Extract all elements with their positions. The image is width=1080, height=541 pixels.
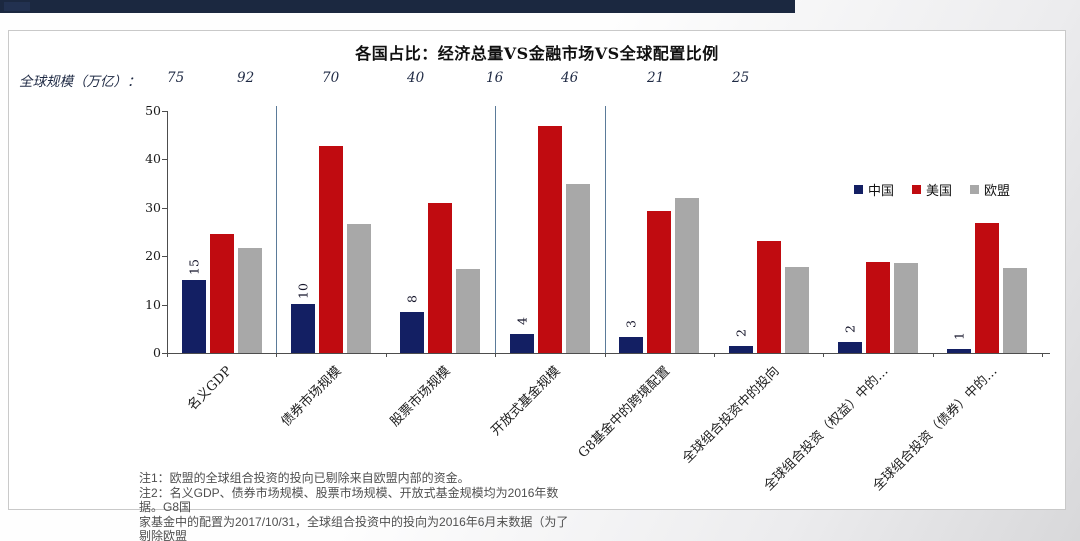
global-scale-value: 70 (322, 70, 340, 86)
y-axis-tick-mark (162, 207, 167, 209)
section-separator-line (276, 106, 278, 353)
bar-美国-1 (319, 146, 344, 353)
global-scale-value: 92 (237, 70, 255, 86)
bar-中国-4 (619, 336, 644, 353)
bar-中国-2 (400, 312, 425, 353)
bar-美国-6 (865, 262, 890, 353)
global-scale-value: 25 (732, 70, 750, 86)
bar-value-label: 2 (842, 324, 858, 333)
bar-中国-5 (728, 345, 753, 353)
y-axis-tick-mark (162, 304, 167, 306)
bar-美国-7 (975, 223, 1000, 353)
x-axis (167, 353, 1050, 354)
bar-欧盟-1 (347, 223, 372, 353)
x-axis-tick-mark (823, 353, 825, 357)
title-bar-accent (4, 2, 30, 11)
section-separator-line (604, 106, 606, 353)
x-axis-category-label: 开放式基金规模 (488, 363, 564, 439)
bar-美国-4 (647, 211, 672, 353)
chart-legend: 中国 美国 欧盟 (854, 180, 1010, 199)
legend-marker-icon (912, 185, 922, 194)
bar-欧盟-3 (565, 183, 590, 353)
y-axis-tick-mark (162, 353, 167, 354)
global-scale-value: 21 (647, 70, 665, 86)
bar-欧盟-4 (675, 198, 700, 353)
section-separator-line (495, 106, 497, 353)
x-axis-tick-mark (1042, 353, 1043, 357)
y-axis-tick-mark (162, 111, 167, 112)
y-axis-tick-label: 40 (145, 151, 161, 167)
y-axis-tick-label: 30 (145, 199, 161, 215)
x-axis-category-label: 债券市场规模 (278, 363, 345, 430)
x-axis-tick-mark (385, 353, 387, 357)
legend-item-欧盟: 欧盟 (970, 180, 1010, 199)
global-scale-label: 全球规模（万亿）： (19, 74, 141, 90)
x-axis-category-label: 股票市场规模 (388, 363, 454, 430)
chart-panel: 各国占比：经济总量VS金融市场VS全球配置比例 全球规模（万亿）： 0 10 20 3… (8, 30, 1066, 541)
bar-欧盟-5 (784, 266, 809, 353)
footnotes-block: 注1：欧盟的全球组合投资的投向已剔除来自欧盟内部的资金。 注2：名义GDP、债券… (139, 471, 579, 541)
y-axis-tick-mark (162, 256, 167, 258)
x-axis-tick-mark (932, 353, 934, 357)
legend-label: 中国 (868, 184, 895, 199)
bar-中国-3 (509, 333, 534, 353)
bar-value-label: 3 (623, 319, 639, 328)
bar-中国-1 (291, 303, 316, 353)
global-scale-value: 75 (167, 70, 185, 86)
global-scale-value: 16 (486, 70, 504, 86)
x-axis-category-label: 名义GDP (185, 363, 236, 414)
bar-美国-3 (537, 125, 562, 353)
x-axis-tick-mark (276, 353, 278, 357)
legend-marker-icon (970, 185, 980, 194)
bar-欧盟-2 (456, 269, 481, 353)
legend-item-美国: 美国 (912, 180, 952, 199)
x-axis-tick-mark (604, 353, 606, 357)
bar-欧盟-0 (237, 248, 262, 353)
footnote-line: 家基金中的配置为2017/10/31，全球组合投资中的投向为2016年6月末数据… (139, 514, 569, 541)
bar-欧盟-6 (893, 262, 918, 353)
footnote-line: 注1：欧盟的全球组合投资的投向已剔除来自欧盟内部的资金。 (139, 471, 470, 485)
window-title-bar (0, 0, 795, 13)
bar-chart-plot: 0 10 20 30 40 50 15 名义GDP 10 债券市场规模 8 股票市场规模 4 开放式基金规… (9, 31, 1065, 509)
legend-marker-icon (854, 185, 863, 194)
chart-title: 各国占比：经济总量VS金融市场VS全球配置比例 (355, 44, 719, 63)
x-axis-category-label: 全球组合投资（权益）中的… (761, 363, 892, 494)
y-axis-tick-label: 10 (145, 296, 161, 312)
y-axis-tick-label: 20 (145, 248, 161, 264)
bar-欧盟-7 (1003, 268, 1028, 353)
x-axis-category-label: G8基金中的跨境配置 (575, 363, 673, 462)
bar-value-label: 10 (295, 282, 311, 299)
legend-item-中国: 中国 (854, 180, 894, 199)
global-scale-value: 40 (407, 70, 425, 86)
bar-美国-0 (209, 233, 234, 353)
bar-中国-6 (837, 341, 862, 353)
x-axis-category-label: 全球组合投资中的投向 (679, 363, 782, 467)
y-axis-tick-label: 50 (145, 103, 161, 118)
bar-value-label: 8 (404, 295, 420, 304)
x-axis-tick-mark (167, 353, 168, 357)
bar-value-label: 15 (186, 259, 202, 276)
bar-value-label: 4 (514, 316, 530, 325)
bar-中国-7 (947, 348, 972, 353)
y-axis-tick-label: 0 (153, 345, 161, 360)
legend-label: 美国 (926, 184, 953, 199)
x-axis-category-label: 全球组合投资（债券）中的… (870, 363, 1001, 494)
y-axis-tick-mark (162, 159, 167, 161)
x-axis-tick-mark (495, 353, 497, 357)
bar-中国-0 (181, 280, 206, 353)
bar-美国-5 (756, 241, 781, 353)
x-axis-tick-mark (713, 353, 715, 357)
global-scale-value: 46 (561, 70, 579, 86)
y-axis (167, 111, 168, 353)
legend-label: 欧盟 (984, 184, 1011, 199)
bar-value-label: 2 (733, 328, 749, 337)
footnote-line: 注2：名义GDP、债券市场规模、股票市场规模、开放式基金规模均为2016年数据。… (139, 485, 559, 515)
bar-value-label: 1 (951, 331, 967, 340)
bar-美国-2 (428, 202, 453, 353)
